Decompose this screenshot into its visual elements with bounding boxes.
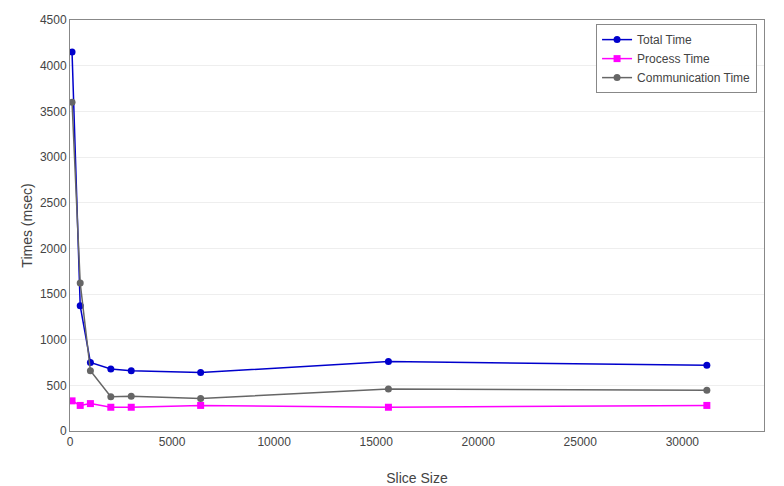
svg-text:5000: 5000: [159, 435, 186, 449]
svg-text:500: 500: [47, 379, 67, 393]
svg-text:2500: 2500: [40, 196, 67, 210]
svg-text:10000: 10000: [257, 435, 291, 449]
svg-text:15000: 15000: [359, 435, 393, 449]
svg-text:0: 0: [60, 424, 67, 438]
svg-text:3000: 3000: [40, 150, 67, 164]
svg-text:0: 0: [67, 435, 74, 449]
svg-text:Process Time: Process Time: [637, 52, 710, 66]
svg-text:3500: 3500: [40, 105, 67, 119]
svg-text:1000: 1000: [40, 333, 67, 347]
svg-text:1500: 1500: [40, 287, 67, 301]
svg-text:4000: 4000: [40, 59, 67, 73]
svg-text:4500: 4500: [40, 13, 67, 27]
svg-text:Times (msec): Times (msec): [19, 183, 35, 267]
svg-text:Total Time: Total Time: [637, 33, 692, 47]
svg-text:Communication Time: Communication Time: [637, 71, 750, 85]
svg-text:25000: 25000: [564, 435, 598, 449]
svg-text:2000: 2000: [40, 242, 67, 256]
svg-text:30000: 30000: [666, 435, 700, 449]
svg-text:20000: 20000: [462, 435, 496, 449]
svg-text:Slice Size: Slice Size: [386, 470, 448, 486]
